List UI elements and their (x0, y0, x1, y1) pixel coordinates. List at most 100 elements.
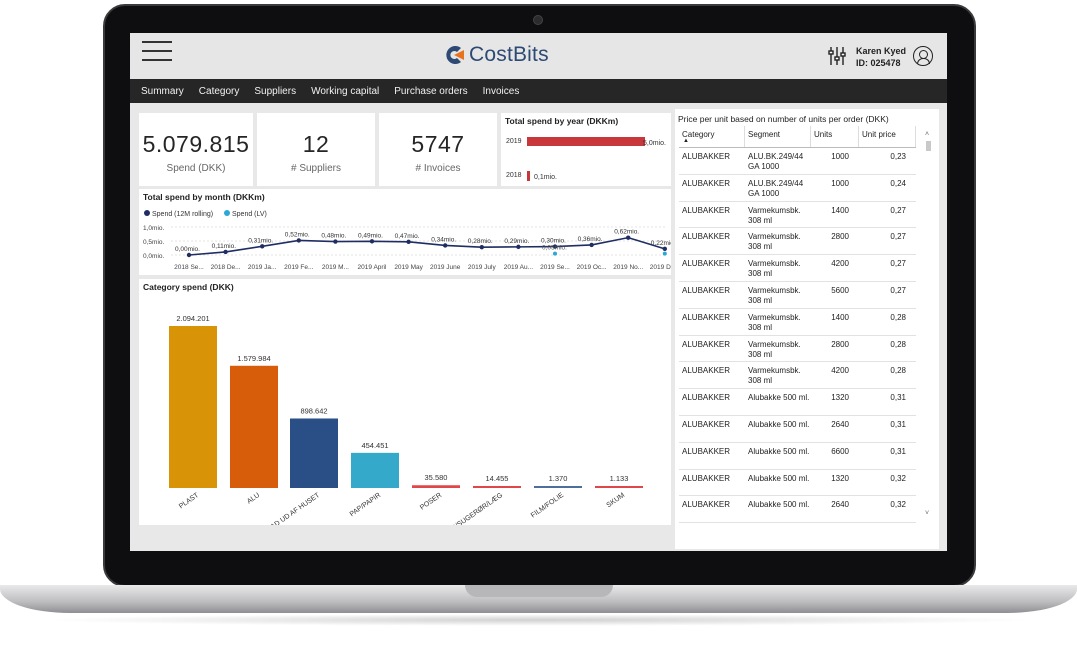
table-row[interactable]: ALUBAKKER Varmekumsbk. 308 ml 2800 0,28 (679, 336, 916, 363)
table-row[interactable]: ALUBAKKER Alubakke 500 ml. 6600 0,31 (679, 443, 916, 470)
kpi-label: Spend (DKK) (166, 163, 226, 174)
kpi-value: 12 (302, 131, 330, 157)
tab-summary[interactable]: Summary (141, 85, 184, 97)
table-cell: ALUBAKKER (682, 152, 731, 161)
x-tick-label: 2019 May (394, 264, 423, 271)
data-point-12m (662, 246, 667, 252)
category-spend-chart: 2.094.201 PLAST 1.579.984 ALU 898.642 MAD UD … (169, 314, 643, 525)
category-bar (351, 452, 399, 488)
x-tick-label: 2019 Fe... (284, 264, 313, 271)
table-scrollbar[interactable]: ˄ ˅ (924, 129, 933, 517)
data-point-lv (553, 251, 557, 256)
legend-label-12m: Spend (12M rolling) (152, 211, 213, 218)
category-bar (169, 326, 217, 488)
legend-marker-12m (144, 210, 150, 216)
data-label-12m: 0,31mio. (248, 237, 273, 244)
data-label-12m: 0,47mio. (395, 233, 420, 240)
scroll-down-icon[interactable]: ˅ (925, 510, 929, 517)
user-avatar-icon[interactable] (913, 46, 933, 66)
data-point-12m (589, 242, 594, 248)
chart-title: Total spend by year (DKKm) (505, 116, 619, 126)
table-cell: Varmekumsbk. 308 ml (748, 232, 801, 252)
year-bar (527, 137, 645, 146)
legend-marker-lv (224, 210, 230, 216)
kpi-value: 5.079.815 (142, 131, 250, 157)
tab-invoices[interactable]: Invoices (482, 85, 520, 97)
table-cell: ALUBAKKER (682, 393, 731, 403)
table-row[interactable]: ALUBAKKER Varmekumsbk. 308 ml 1400 0,28 (679, 309, 916, 336)
category-bar (412, 485, 460, 488)
tab-purchase-orders[interactable]: Purchase orders (394, 85, 468, 97)
tab-suppliers[interactable]: Suppliers (254, 85, 297, 97)
table-row[interactable]: ALUBAKKER Varmekumsbk. 308 ml 4200 0,27 (679, 255, 916, 282)
table-cell: 0,32 (890, 500, 906, 510)
data-label-12m: 0,11mio. (212, 243, 237, 250)
filter-sliders-icon[interactable] (828, 46, 846, 66)
spend-by-year-card: Total spend by year (DKKm) 2019 5,0mio. 20… (501, 113, 671, 186)
x-tick-label: 2019 June (430, 264, 461, 271)
table-cell: 0,23 (890, 152, 906, 161)
legend-label-lv: Spend (LV) (232, 211, 267, 218)
data-point-12m (260, 244, 265, 249)
category-spend-card: Category spend (DKK) 2.094.201 PLAST 1.579… (139, 279, 671, 525)
hamburger-menu-icon[interactable] (142, 41, 172, 63)
table-cell: Alubakke 500 ml. (748, 500, 810, 510)
data-point-12m (186, 252, 192, 258)
table-row[interactable]: ALUBAKKER Alubakke 500 ml. 2640 0,31 (679, 416, 916, 443)
table-row[interactable]: ALUBAKKER Alubakke 500 ml. 1320 0,31 (679, 389, 916, 416)
spend-by-year-chart: 2019 5,0mio. 2018 0,1mio. (506, 137, 666, 181)
data-label-12m: 0,48mio. (321, 233, 346, 240)
col-header-unit-price[interactable]: Unit price (859, 126, 916, 147)
table-row[interactable]: ALUBAKKER Alubakke 500 ml. 1320 0,32 (679, 470, 916, 497)
scroll-thumb[interactable] (926, 141, 931, 151)
category-bar-value-label: 454.451 (361, 441, 388, 450)
category-bar-value-label: 35.580 (425, 473, 448, 482)
tab-working-capital[interactable]: Working capital (311, 85, 380, 97)
table-row[interactable]: ALUBAKKER ALU.BK.249/44 GA 1000 1000 0,23 (679, 148, 916, 175)
category-bar (473, 486, 521, 488)
kpi-label: # Suppliers (290, 163, 342, 174)
table-cell: 1400 (831, 205, 849, 215)
data-point-12m (223, 249, 228, 255)
table-row[interactable]: ALUBAKKER Varmekumsbk. 308 ml 1400 0,27 (679, 202, 916, 229)
laptop-notch (465, 585, 613, 597)
category-bar (534, 486, 582, 488)
dashboard-screen: CostBits Karen Kyed ID: 025478 Summary C… (130, 33, 947, 551)
top-bar: CostBits Karen Kyed ID: 025478 (130, 33, 947, 79)
table-cell: 1000 (831, 152, 849, 161)
table-cell: 1320 (831, 473, 849, 483)
y-tick-label: 0,0mio. (143, 253, 165, 260)
table-body: ALUBAKKER ALU.BK.249/44 GA 1000 1000 0,23 AL… (679, 148, 916, 524)
scroll-up-icon[interactable]: ˄ (925, 131, 929, 138)
category-tick-label: PLAST (178, 491, 201, 510)
data-label-12m: 0,62mio. (614, 229, 639, 236)
table-row[interactable]: ALUBAKKER ALU.BK.249/44 GA 1000 1000 0,24 (679, 175, 916, 202)
col-header-segment[interactable]: Segment (745, 126, 811, 147)
chart-title: Total spend by month (DKKm) (143, 192, 265, 202)
price-per-unit-table: Category ▲ Segment Units Unit price ALUBA… (679, 126, 916, 524)
data-point-12m (516, 244, 521, 250)
table-cell: ALUBAKKER (682, 500, 731, 510)
kpi-label: # Invoices (415, 163, 461, 174)
year-bar-value-label: 0,1mio. (534, 174, 557, 181)
table-cell: ALUBAKKER (682, 259, 731, 269)
table-cell: Varmekumsbk. 308 ml (748, 312, 801, 332)
col-header-units[interactable]: Units (811, 126, 859, 147)
table-cell: 2800 (831, 232, 849, 242)
data-point-12m (626, 235, 631, 240)
data-point-12m (479, 244, 484, 250)
col-header-category[interactable]: Category ▲ (679, 126, 745, 147)
table-row[interactable]: ALUBAKKER Varmekumsbk. 308 ml 2800 0,27 (679, 228, 916, 256)
table-cell: Varmekumsbk. 308 ml (748, 285, 801, 305)
table-row[interactable]: ALUBAKKER Varmekumsbk. 308 ml 4200 0,28 (679, 362, 916, 390)
data-label-lv: 0,05mio. (542, 245, 567, 252)
table-row[interactable]: ALUBAKKER Varmekumsbk. 308 ml 5600 0,27 (679, 282, 916, 309)
table-cell: 5600 (831, 285, 849, 295)
x-tick-label: 2019 Se... (540, 264, 570, 271)
data-label-12m: 0,22mio. (651, 240, 671, 247)
tab-category[interactable]: Category (198, 85, 240, 97)
data-label-12m: 0,49mio. (358, 232, 383, 239)
kpi-suppliers-card: 12 # Suppliers (257, 113, 375, 186)
table-row[interactable]: ALUBAKKER Alubakke 500 ml. 2640 0,32 (679, 496, 916, 524)
table-cell: ALUBAKKER (682, 419, 731, 429)
